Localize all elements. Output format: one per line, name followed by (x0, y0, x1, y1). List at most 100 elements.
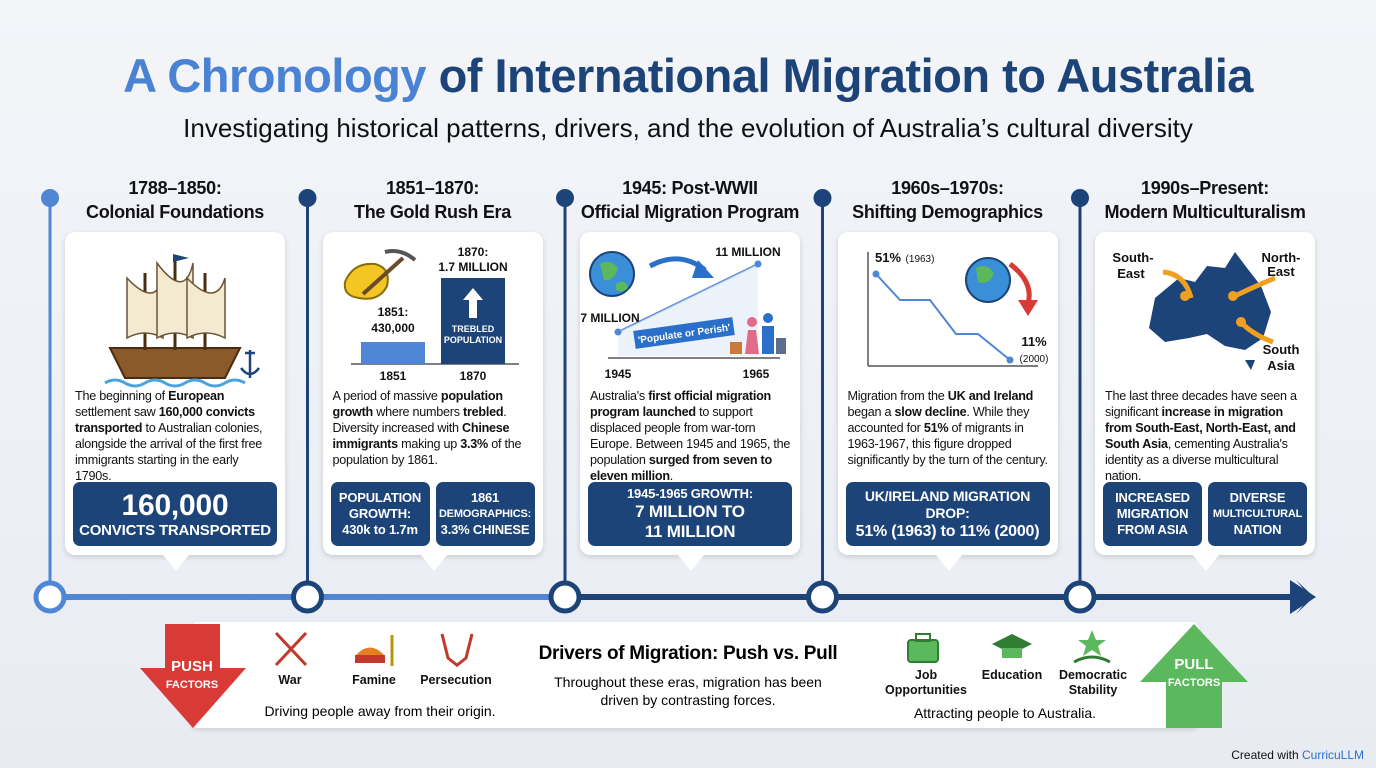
emphasis: trebled (463, 405, 504, 419)
stability-icon (1073, 630, 1111, 664)
era-heading-line: Shifting Demographics (852, 202, 1043, 222)
callout-line: 3.3% CHINESE (440, 522, 530, 537)
figure-label: 1851: (377, 305, 408, 319)
illustration (1162, 269, 1194, 299)
figure-label: 1965 (743, 367, 770, 381)
era-card: 1851: 430,000 1870: 1.7 MILLION TREBLED POPUL… (322, 232, 543, 571)
figure-label: 1870 (459, 369, 486, 383)
illustration (186, 276, 226, 340)
era-heading-line: Official Migration Program (580, 202, 800, 222)
text-run: to Australian colonies, alongside the ar… (75, 421, 263, 483)
pull-label: PULL FACTORS (1144, 656, 1244, 692)
era-heading-line: 1788–1850: (128, 178, 222, 198)
emphasis: increase in migration from South-East, N… (1105, 405, 1296, 451)
text-run: of migrants in 1963-1967, this figure dr… (847, 421, 1048, 467)
illustration (872, 270, 879, 278)
emphasis: Chinese immigrants (332, 421, 510, 451)
emphasis: 160,000 convicts transported (75, 405, 255, 435)
callout-line: UK/IRELAND MIGRATION DROP: (864, 487, 1031, 521)
illustration (1236, 317, 1246, 327)
illustration (730, 342, 742, 354)
pull-caption: Attracting people to Australia. (913, 705, 1097, 721)
callout-line: 1945-1965 GROWTH: (627, 486, 753, 501)
figure-label: South- (1112, 250, 1153, 265)
era-card: 51% (1963) 11% (2000) Migration from the UK … (837, 232, 1058, 571)
footer-brand: CurricuLLM (1301, 748, 1364, 762)
figure-label: POPULATION (443, 335, 501, 345)
callout-row: 1945-1965 GROWTH: 7 MILLION TO 11 MILLION (588, 482, 792, 546)
illustration (1228, 291, 1238, 301)
illustration (240, 350, 260, 378)
timeline-node (1063, 580, 1097, 614)
era-heading-line: 1960s–1970s: (891, 178, 1004, 198)
callout-row: 160,000 CONVICTS TRANSPORTED (73, 482, 277, 546)
illustration (173, 254, 189, 262)
illustration (776, 338, 786, 354)
pull-factor: Education (981, 668, 1043, 682)
timeline-node (33, 580, 67, 614)
illustration (600, 261, 628, 292)
era-dot (1071, 189, 1089, 207)
callout: 1861 DEMOGRAPHICS: 3.3% CHINESE (435, 482, 535, 546)
figure-label: South (1263, 342, 1300, 357)
subtitle: Investigating historical patterns, drive… (183, 113, 1193, 143)
pull-arrow (1140, 624, 1248, 728)
illustration (874, 273, 1011, 361)
era-heading: 1990s–Present: Modern Multiculturalism (1080, 176, 1330, 224)
emphasis: first official migration program launche… (590, 389, 771, 419)
push-label-1: PUSH (171, 658, 213, 675)
pull-factor: Democratic Stability (1058, 668, 1128, 697)
era-figure: 51% (1963) 11% (2000) (866, 250, 1048, 367)
figure-label: 51% (874, 250, 900, 265)
illustration (747, 317, 757, 327)
famine-icon (355, 635, 394, 666)
figure-label: TREBLED (451, 324, 494, 334)
emphasis: European (168, 389, 225, 403)
callout-row: UK/IRELAND MIGRATION DROP: 51% (1963) to … (845, 482, 1050, 546)
callout-line: MULTICULTURAL (1212, 508, 1303, 520)
text-run: . While they accounted for (847, 405, 1030, 435)
era-card: South- East North- East South Asia The last th… (1095, 232, 1315, 571)
callout-line: GROWTH: (348, 506, 412, 521)
timeline-node (806, 580, 839, 614)
illustration (1006, 356, 1013, 364)
figure-label: 1870: (457, 245, 488, 259)
figure-label: (2000) (1019, 354, 1048, 365)
era-dot (556, 189, 574, 207)
callout-line: FROM ASIA (1117, 522, 1188, 537)
callout-line: MIGRATION (1116, 506, 1189, 521)
emphasis: population growth (332, 389, 504, 419)
callout-line: 430k to 1.7m (342, 522, 418, 537)
figure-label: (1963) (905, 254, 934, 265)
callout: INCREASED MIGRATION FROM ASIA (1103, 482, 1202, 546)
era-heading: 1851–1870: The Gold Rush Era (308, 176, 558, 224)
push-label-2: FACTORS (165, 679, 219, 691)
text-run: settlement saw (75, 405, 159, 419)
text-run: The last three decades have seen a signi… (1105, 389, 1297, 419)
figure-label: 11 MILLION (715, 245, 780, 259)
callout-line: NATION (1233, 522, 1282, 537)
illustration (763, 313, 773, 323)
era-heading-line: 1990s–Present: (1141, 178, 1269, 198)
drivers-title: Drivers of Migration: Push vs. Pull (538, 643, 838, 664)
illustration (360, 342, 425, 364)
callout-line: 11 MILLION (644, 522, 736, 541)
push-label: PUSH FACTORS (142, 658, 242, 694)
callout-line: 1861 (470, 490, 500, 505)
text-run: Migration from the (847, 389, 948, 403)
illustration (633, 317, 735, 349)
era-heading-line: The Gold Rush Era (354, 202, 511, 222)
illustration (361, 256, 404, 296)
figure-label: 7 MILLION (580, 311, 639, 325)
figure-label: 1945 (605, 367, 632, 381)
callout: 1945-1965 GROWTH: 7 MILLION TO 11 MILLION (588, 482, 792, 546)
education-icon (992, 634, 1032, 658)
illustration (754, 260, 762, 268)
era-heading-line: Colonial Foundations (86, 202, 264, 222)
callout-line: CONVICTS TRANSPORTED (79, 521, 271, 539)
era-description: Migration from the UK and Ireland began … (848, 388, 1050, 468)
illustration (1180, 291, 1190, 301)
drivers-description: Throughout these eras, migration has bee… (554, 674, 822, 708)
